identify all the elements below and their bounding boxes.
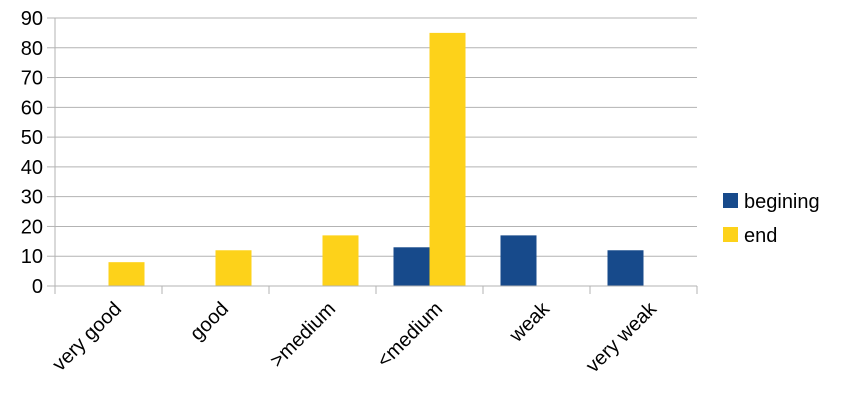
bar-end-1 (215, 250, 252, 286)
legend-label-begining: begining (744, 191, 820, 213)
x-tick-label: weak (505, 297, 555, 347)
bar-begining-5 (607, 250, 644, 286)
y-tick-label: 70 (21, 68, 43, 90)
y-tick-label: 90 (21, 8, 43, 30)
bar-begining-3 (393, 247, 430, 286)
y-tick-labels: 0 10 20 30 40 50 60 70 80 90 (21, 8, 43, 298)
legend-swatch-end (723, 227, 738, 242)
legend-label-end: end (744, 225, 777, 247)
bars (108, 32, 644, 287)
y-tick-label: 10 (21, 246, 43, 268)
legend-swatch-begining (723, 193, 738, 208)
x-tick-label: <medium (373, 298, 447, 372)
y-tick-label: 0 (32, 276, 43, 298)
axes (47, 17, 698, 294)
legend: begining end (723, 191, 820, 247)
gridlines (55, 17, 697, 257)
y-tick-label: 20 (21, 216, 43, 238)
bar-end-3 (429, 32, 466, 287)
x-tick-label: very good (48, 298, 126, 376)
x-tick-label: >medium (266, 298, 340, 372)
y-tick-label: 30 (21, 187, 43, 209)
x-tick-labels: very good good >medium <medium weak very weak (48, 297, 661, 377)
bar-end-0 (108, 262, 145, 286)
y-tick-label: 40 (21, 157, 43, 179)
y-tick-label: 80 (21, 38, 43, 60)
bar-begining-4 (500, 235, 537, 286)
bar-end-2 (322, 235, 359, 286)
x-tick-label: very weak (582, 297, 662, 377)
y-tick-label: 60 (21, 97, 43, 119)
y-tick-label: 50 (21, 127, 43, 149)
x-tick-label: good (186, 298, 233, 345)
